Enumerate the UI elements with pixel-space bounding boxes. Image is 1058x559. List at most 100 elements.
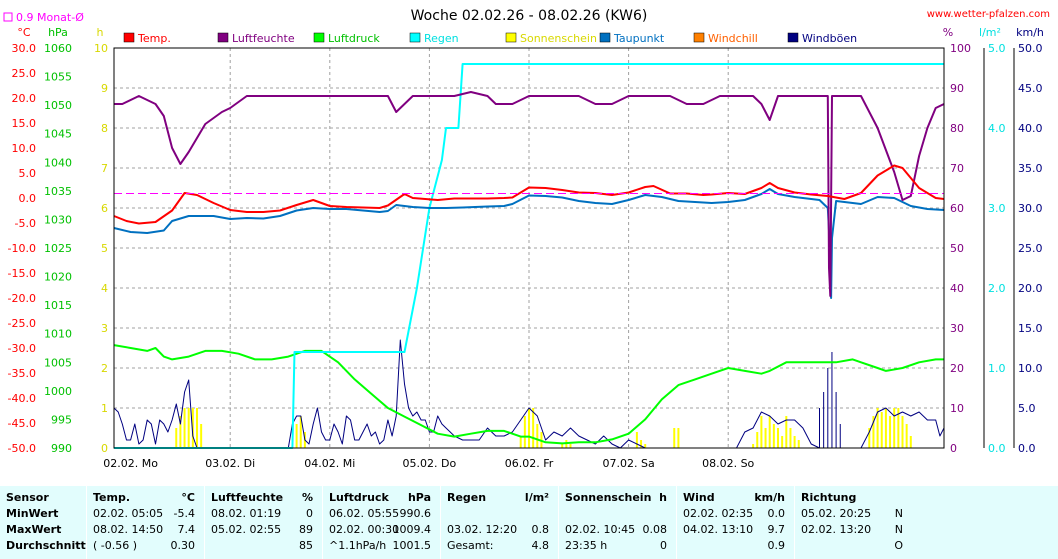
sunshine-tick-label: 1 — [101, 402, 108, 415]
weather-chart: 02.02. Mo 03.02. Di 04.02. Mi 05.02. Do 06.0… — [3, 8, 1050, 470]
humidity-tick-label: 20 — [950, 362, 964, 375]
pressure-tick-label: 1060 — [44, 42, 72, 55]
row-label-min: MinWert — [6, 507, 59, 520]
rain-tick-label: 4.0 — [988, 122, 1006, 135]
rain-line — [114, 63, 944, 449]
pressure-line — [113, 344, 944, 445]
axes: 02.02. Mo 03.02. Di 04.02. Mi 05.02. Do 06.0… — [8, 26, 1044, 470]
pressure-tick-label: 1025 — [44, 242, 72, 255]
wind-tick-label: 10.0 — [1018, 362, 1043, 375]
legend-swatch — [313, 32, 325, 43]
stats-unit: l/m² — [524, 491, 549, 504]
x-tick-label: 02.02. Mo — [103, 457, 158, 470]
sunshine-tick-label: 8 — [101, 122, 108, 135]
wind-tick-label: 20.0 — [1018, 282, 1043, 295]
stats-value: 0.0 — [767, 507, 786, 520]
pressure-tick-label: 1030 — [44, 213, 72, 226]
sunshine-tick-label: 5 — [101, 242, 108, 255]
pressure-unit-label: hPa — [48, 26, 68, 39]
temp-line — [113, 164, 945, 225]
rain-unit-label: l/m² — [979, 26, 1001, 39]
temp-tick-label: -40.0 — [8, 392, 36, 405]
stats-group: Temp. °C 02.02. 05:05 -5.4 08.02. 14:50 7.4 ( … — [86, 486, 201, 559]
humidity-unit-label: % — [943, 26, 953, 39]
humidity-tick-label: 80 — [950, 122, 964, 135]
stats-unit: % — [301, 491, 313, 504]
wind-tick-label: 50.0 — [1018, 42, 1043, 55]
humidity-tick-label: 10 — [950, 402, 964, 415]
rain-tick-label: 5.0 — [988, 42, 1006, 55]
humidity-tick-label: 40 — [950, 282, 964, 295]
temp-tick-label: -20.0 — [8, 292, 36, 305]
rain-tick-label: 3.0 — [988, 202, 1006, 215]
stats-time: 08.02. 14:50 — [93, 523, 164, 536]
pressure-tick-label: 990 — [51, 442, 72, 455]
humidity-tick-label: 100 — [950, 42, 971, 55]
stats-time: 05.02. 02:55 — [211, 523, 282, 536]
sunshine-tick-label: 6 — [101, 202, 108, 215]
stats-group: Regen l/m² 03.02. 12:20 0.8 Gesamt: 4.8 — [440, 486, 555, 559]
stats-group: Richtung 05.02. 20:25 N 02.02. 13:20 N O — [794, 486, 909, 559]
temp-tick-label: -30.0 — [8, 342, 36, 355]
stats-value: 1009.4 — [392, 523, 432, 536]
humidity-tick-label: 50 — [950, 242, 964, 255]
stats-time: ( -0.56 ) — [93, 539, 138, 552]
pressure-tick-label: 1050 — [44, 99, 72, 112]
humidity-tick-label: 60 — [950, 202, 964, 215]
stats-unit: h — [659, 491, 667, 504]
stats-header: Richtung — [801, 491, 857, 504]
stats-time: 02.02. 02:35 — [683, 507, 754, 520]
legend-swatch — [123, 32, 135, 43]
humidity-line — [114, 91, 945, 297]
stats-value: 89 — [299, 523, 313, 536]
stats-header: Temp. — [93, 491, 131, 504]
legend-swatch — [217, 32, 229, 43]
stats-header: Luftdruck — [329, 491, 389, 504]
stats-time: 23:35 h — [565, 539, 608, 552]
stats-value: 85 — [299, 539, 313, 552]
x-tick-label: 05.02. Do — [403, 457, 457, 470]
wind-tick-label: 25.0 — [1018, 242, 1043, 255]
avg-label: 0.9 Monat-Ø — [16, 11, 84, 24]
pressure-tick-label: 1005 — [44, 356, 72, 369]
stats-time: 02.02. 13:20 — [801, 523, 872, 536]
sunshine-tick-label: 7 — [101, 162, 108, 175]
wind-tick-label: 30.0 — [1018, 202, 1043, 215]
legend-label: Windchill — [708, 32, 758, 45]
pressure-tick-label: 1035 — [44, 185, 72, 198]
pressure-tick-label: 1010 — [44, 328, 72, 341]
legend-label: Sonnenschein — [520, 32, 597, 45]
sunshine-tick-label: 4 — [101, 282, 108, 295]
stats-header: Sonnenschein — [565, 491, 652, 504]
legend-swatch — [599, 32, 611, 43]
temp-tick-label: 30.0 — [12, 42, 37, 55]
legend-label: Temp. — [137, 32, 171, 45]
sunshine-tick-label: 2 — [101, 362, 108, 375]
sunshine-tick-label: 10 — [94, 42, 108, 55]
x-tick-label: 03.02. Di — [205, 457, 255, 470]
stats-value: 0 — [306, 507, 313, 520]
stats-value: N — [894, 507, 903, 520]
legend-swatch — [505, 32, 517, 43]
sunshine-tick-label: 0 — [101, 442, 108, 455]
stats-value: O — [894, 539, 903, 552]
legend-swatch — [693, 32, 705, 43]
humidity-tick-label: 70 — [950, 162, 964, 175]
legend-label: Luftdruck — [328, 32, 380, 45]
pressure-tick-label: 1040 — [44, 156, 72, 169]
grid — [114, 48, 944, 448]
stats-time: 08.02. 01:19 — [211, 507, 282, 520]
stats-value: 0 — [660, 539, 667, 552]
legend: Temp. Luftfeuchte Luftdruck Regen Sonnensche… — [123, 32, 857, 45]
site-link[interactable]: www.wetter-pfalzen.com — [927, 9, 1050, 20]
wind-tick-label: 15.0 — [1018, 322, 1043, 335]
temp-tick-label: 25.0 — [12, 67, 37, 80]
stats-time: 02.02. 05:05 — [93, 507, 164, 520]
stats-value: N — [894, 523, 903, 536]
temp-tick-label: -25.0 — [8, 317, 36, 330]
sunshine-bars — [175, 408, 912, 448]
temp-tick-label: 20.0 — [12, 92, 37, 105]
x-tick-label: 06.02. Fr — [505, 457, 554, 470]
temp-tick-label: 5.0 — [19, 167, 37, 180]
pressure-tick-label: 995 — [51, 413, 72, 426]
